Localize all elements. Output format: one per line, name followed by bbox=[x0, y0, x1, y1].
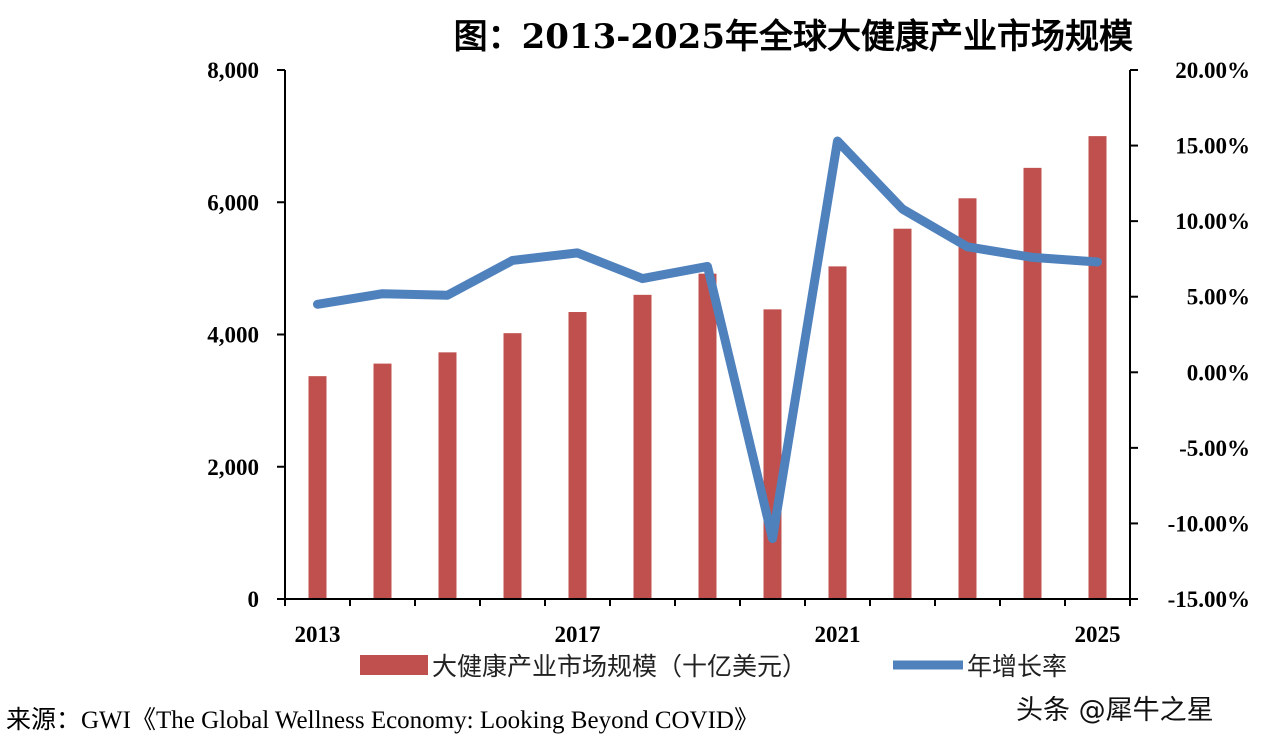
x-tick-label: 2017 bbox=[555, 622, 601, 647]
x-tick-label: 2025 bbox=[1075, 622, 1121, 647]
growth-point-2017 bbox=[575, 250, 580, 255]
x-tick-label: 2021 bbox=[815, 622, 861, 647]
growth-point-2014 bbox=[380, 291, 385, 296]
chart-title: 图：2013-2025年全球大健康产业市场规模 bbox=[454, 17, 1133, 57]
right-tick-label: 5.00% bbox=[1187, 285, 1250, 310]
legend-bar-label: 大健康产业市场规模（十亿美元） bbox=[432, 652, 807, 681]
bar-2018 bbox=[633, 294, 652, 599]
bar-2020 bbox=[763, 309, 782, 599]
bar-2014 bbox=[373, 363, 392, 599]
right-tick-label: -15.00% bbox=[1168, 587, 1250, 612]
bar-2017 bbox=[568, 312, 587, 599]
bar-2023 bbox=[958, 198, 977, 599]
growth-point-2021 bbox=[835, 139, 840, 144]
bar-2024 bbox=[1023, 167, 1042, 600]
growth-point-2018 bbox=[640, 276, 645, 281]
bar-2015 bbox=[438, 352, 457, 599]
left-tick-label: 0 bbox=[248, 587, 260, 612]
growth-point-2016 bbox=[510, 258, 515, 263]
source-note: 来源：GWI《The Global Wellness Economy: Look… bbox=[6, 707, 759, 734]
left-tick-label: 6,000 bbox=[207, 190, 259, 215]
right-tick-label: -10.00% bbox=[1168, 511, 1250, 536]
watermark: 头条 @犀牛之星 bbox=[1016, 695, 1214, 726]
legend-line-label: 年增长率 bbox=[967, 652, 1067, 681]
x-tick-label: 2013 bbox=[295, 622, 341, 647]
growth-point-2023 bbox=[965, 244, 970, 249]
legend-bar-swatch bbox=[360, 655, 428, 675]
right-tick-label: 0.00% bbox=[1187, 360, 1250, 385]
left-tick-label: 2,000 bbox=[207, 455, 259, 480]
growth-point-2025 bbox=[1095, 259, 1100, 264]
growth-point-2019 bbox=[705, 264, 710, 269]
growth-point-2024 bbox=[1030, 255, 1035, 260]
right-tick-label: 15.00% bbox=[1175, 134, 1250, 159]
chart-svg: 图：2013-2025年全球大健康产业市场规模 0 2,000 4,000 6,000 8… bbox=[207, 17, 1250, 681]
bar-2019 bbox=[698, 273, 717, 599]
left-tick-label: 4,000 bbox=[207, 323, 259, 348]
bar-2025 bbox=[1088, 136, 1107, 599]
bar-2016 bbox=[503, 333, 522, 599]
right-tick-label: 20.00% bbox=[1175, 58, 1250, 83]
growth-point-2020 bbox=[770, 536, 775, 541]
bar-2021 bbox=[828, 266, 847, 599]
growth-point-2013 bbox=[315, 302, 320, 307]
bar-2022 bbox=[893, 228, 912, 599]
growth-point-2022 bbox=[900, 207, 905, 212]
left-tick-label: 8,000 bbox=[207, 58, 259, 83]
bar-2013 bbox=[308, 376, 327, 599]
growth-point-2015 bbox=[445, 293, 450, 298]
right-tick-label: 10.00% bbox=[1175, 209, 1250, 234]
right-tick-label: -5.00% bbox=[1179, 436, 1250, 461]
